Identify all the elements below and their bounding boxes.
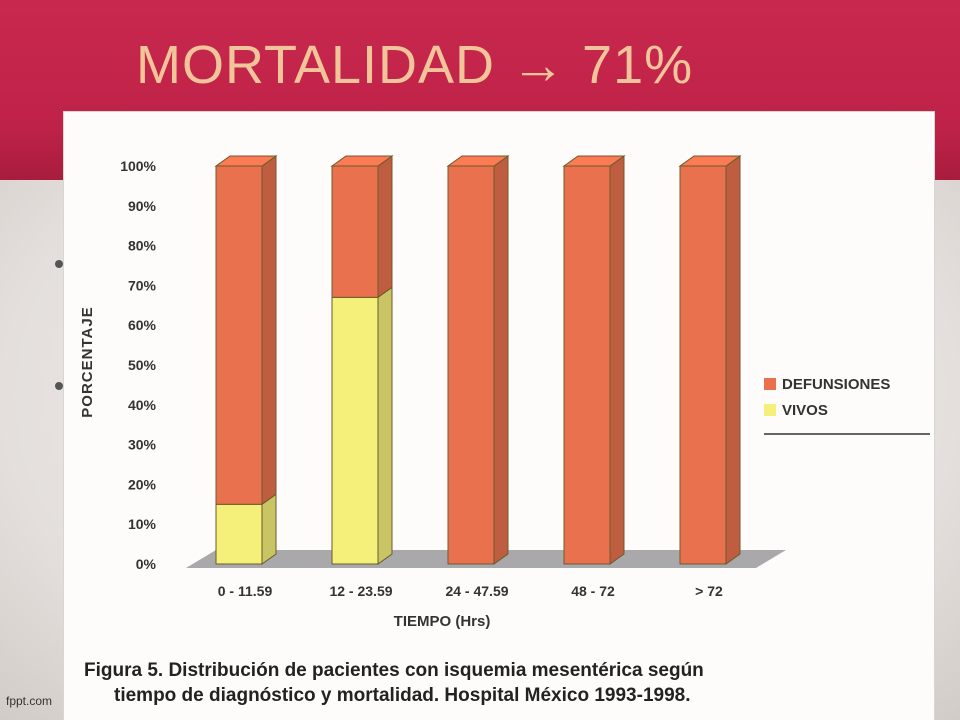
x-tick-label: 48 - 72 (571, 583, 615, 599)
bar-top (330, 155, 394, 167)
bar-side (609, 155, 625, 565)
stacked-bar-chart: 0% 10% 20% 30% 40% 50% 60% 70% 80% 90% 100% 0 - 11… (79, 155, 930, 630)
bar-segment (447, 155, 509, 565)
bar-side (377, 286, 393, 565)
bars-group (214, 155, 742, 565)
bullet-point (55, 382, 63, 390)
scanned-figure: 0% 10% 20% 30% 40% 50% 60% 70% 80% 90% 100% 0 - 11… (64, 112, 934, 720)
bar-front (447, 165, 495, 565)
y-axis-title: PORCENTAJE (79, 306, 96, 417)
y-tick-label: 90% (128, 198, 157, 214)
y-tick-label: 100% (120, 158, 156, 174)
x-tick-label: 0 - 11.59 (218, 583, 273, 599)
legend-swatch (764, 378, 776, 390)
legend-label: DEFUNSIONES (782, 376, 890, 393)
bar-top (562, 155, 626, 167)
y-axis-ticks: 0% 10% 20% 30% 40% 50% 60% 70% 80% 90% 100% (120, 158, 156, 572)
y-tick-label: 40% (128, 397, 157, 413)
bar-front (331, 165, 379, 298)
bar-side (725, 155, 741, 565)
bar-front (331, 296, 379, 565)
footer-credit: fppt.com (6, 694, 53, 708)
bar-top (214, 155, 278, 167)
bar-top (678, 155, 742, 167)
y-tick-label: 10% (128, 516, 157, 532)
y-tick-label: 80% (128, 238, 157, 254)
x-tick-label: 12 - 23.59 (329, 583, 392, 599)
bar-side (493, 155, 509, 565)
bar-top (446, 155, 510, 167)
x-axis-ticks: 0 - 11.59 12 - 23.59 24 - 47.59 48 - 72 > 72 (218, 583, 723, 599)
y-tick-label: 30% (128, 437, 157, 453)
y-tick-label: 20% (128, 476, 157, 492)
caption-line: tiempo de diagnóstico y mortalidad. Hosp… (114, 685, 691, 706)
legend-swatch (764, 404, 776, 416)
y-tick-label: 0% (136, 556, 157, 572)
bar-front (679, 165, 727, 565)
bar-front (215, 165, 263, 505)
bar-segment (563, 155, 625, 565)
bar-side (377, 155, 393, 299)
bullet-point (55, 260, 63, 268)
y-tick-label: 60% (128, 317, 157, 333)
legend-label: VIVOS (782, 402, 828, 419)
bar-segment (215, 155, 277, 506)
bar-side (261, 155, 277, 506)
bar-front (215, 503, 263, 565)
bar-segment (331, 286, 393, 565)
x-tick-label: 24 - 47.59 (445, 583, 508, 599)
figure-caption: Figura 5. Distribución de pacientes con … (84, 658, 924, 708)
x-axis-title: TIEMPO (Hrs) (394, 613, 491, 630)
bar-segment (679, 155, 741, 565)
y-tick-label: 50% (128, 357, 157, 373)
bar-side (261, 493, 277, 565)
x-tick-label: > 72 (695, 583, 723, 599)
slide-title: MORTALIDAD → 71% (136, 35, 694, 95)
caption-line: Figura 5. Distribución de pacientes con … (84, 660, 704, 681)
y-tick-label: 70% (128, 277, 157, 293)
bar-segment (331, 155, 393, 299)
bar-front (563, 165, 611, 565)
legend: DEFUNSIONES VIVOS (764, 376, 930, 435)
